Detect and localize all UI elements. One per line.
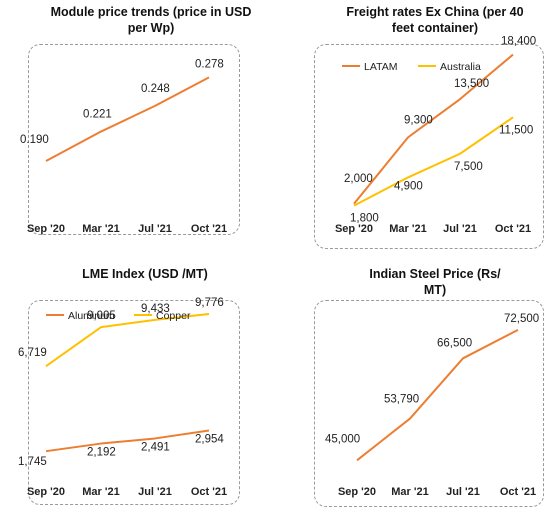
- chart-frame: [314, 300, 544, 507]
- data-label: 9,433: [141, 303, 170, 315]
- data-label: 66,500: [437, 337, 472, 349]
- data-label: 18,400: [501, 36, 536, 48]
- x-tick-label: Mar '21: [82, 486, 120, 498]
- x-tick-label: Sep '20: [337, 486, 377, 498]
- x-tick-label: Sep '20: [26, 223, 66, 235]
- data-label: 72,500: [504, 313, 539, 325]
- chart-plot: 2,000 9,300 13,500 18,400 1,800 4,900 7,500 11,…: [342, 36, 536, 225]
- x-tick-label: Jul '21: [443, 223, 477, 235]
- series-line: [45, 76, 210, 162]
- data-label: 45,000: [325, 433, 360, 445]
- data-label: 13,500: [454, 78, 489, 90]
- data-label: 9,005: [87, 310, 116, 322]
- data-label: 0.248: [141, 83, 170, 95]
- legend-label: Copper: [156, 310, 191, 322]
- data-label: 2,000: [344, 173, 373, 185]
- data-label: 0.221: [83, 109, 112, 121]
- data-label: 1,800: [350, 213, 379, 225]
- x-axis-labels: Sep '20 Mar '21 Jul '21 Oct '21: [0, 486, 280, 502]
- series-line: [353, 116, 514, 207]
- module-price-chart: Module price trends (price in USD per Wp…: [0, 0, 280, 256]
- data-label: 9,776: [195, 297, 224, 309]
- x-tick-label: Jul '21: [138, 223, 172, 235]
- data-label: 9,300: [404, 114, 433, 126]
- x-tick-label: Mar '21: [391, 486, 429, 498]
- data-label: 2,491: [141, 441, 170, 453]
- data-label: 0.278: [195, 58, 224, 70]
- x-tick-label: Oct '21: [190, 486, 228, 498]
- data-label: 11,500: [499, 124, 533, 136]
- data-label: 2,954: [195, 434, 224, 446]
- x-tick-label: Jul '21: [446, 486, 480, 498]
- chart-frame: [28, 44, 240, 235]
- data-label: 4,900: [394, 180, 423, 192]
- chart-title: Module price trends (price in USD per Wp…: [50, 5, 252, 35]
- series-line: [353, 53, 514, 205]
- data-label: 1,745: [18, 456, 47, 468]
- x-axis-labels: Sep '20 Mar '21 Jul '21 Oct '21: [280, 486, 560, 502]
- x-tick-label: Mar '21: [82, 223, 120, 235]
- x-tick-label: Jul '21: [138, 486, 172, 498]
- x-tick-label: Mar '21: [389, 223, 427, 235]
- x-tick-label: Oct '21: [190, 223, 228, 235]
- chart-frame: [314, 44, 544, 249]
- data-label: 6,719: [18, 347, 47, 359]
- steel-price-chart: Indian Steel Price (Rs/ MT) 45,000 53,790…: [280, 256, 560, 513]
- legend-label: Aluminum: [68, 310, 115, 322]
- x-axis-labels: Sep '20 Mar '21 Jul '21 Oct '21: [280, 223, 560, 239]
- series-line: [356, 328, 519, 462]
- series-line: [45, 312, 210, 368]
- chart-title: Indian Steel Price (Rs/ MT): [369, 267, 501, 297]
- lme-index-chart: LME Index (USD /MT) 1,745 2,192 2,491 2,954…: [0, 256, 280, 513]
- x-tick-label: Oct '21: [499, 486, 537, 498]
- x-axis-labels: Sep '20 Mar '21 Jul '21 Oct '21: [0, 223, 280, 239]
- legend-label: Australia: [440, 61, 481, 73]
- data-label: 7,500: [454, 161, 483, 173]
- chart-plot: 45,000 53,790 66,500 72,500: [325, 313, 539, 462]
- chart-plot: 1,745 2,192 2,491 2,954 6,719 9,005 9,433 9,776…: [18, 297, 224, 468]
- x-tick-label: Sep '20: [334, 223, 374, 235]
- chart-title: Freight rates Ex China (per 40 feet cont…: [346, 5, 524, 35]
- chart-title: LME Index (USD /MT): [82, 267, 208, 281]
- data-label: 0.190: [20, 134, 49, 146]
- data-label: 53,790: [384, 394, 419, 406]
- x-tick-label: Oct '21: [494, 223, 532, 235]
- chart-frame: [28, 300, 240, 505]
- freight-rates-chart: Freight rates Ex China (per 40 feet cont…: [280, 0, 560, 256]
- legend-label: LATAM: [364, 61, 397, 73]
- x-tick-label: Sep '20: [26, 486, 66, 498]
- chart-plot: 0.190 0.221 0.248 0.278: [20, 58, 224, 162]
- data-label: 2,192: [87, 447, 116, 459]
- series-line: [45, 429, 210, 453]
